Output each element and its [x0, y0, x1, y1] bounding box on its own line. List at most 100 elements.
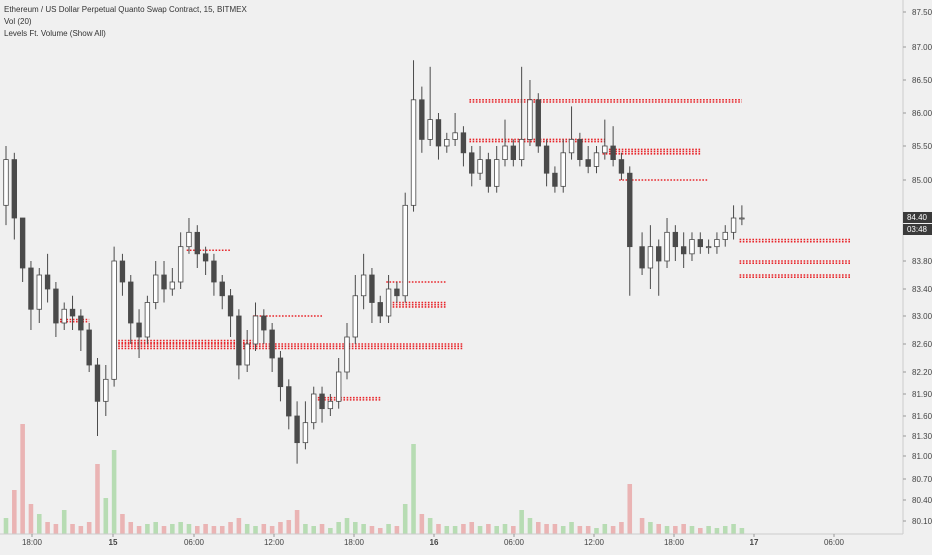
volume-bar — [619, 522, 624, 534]
candle-body — [53, 288, 59, 324]
volume-bar — [639, 518, 645, 534]
candle — [444, 132, 450, 153]
candle — [369, 268, 375, 323]
candle-body — [36, 274, 42, 310]
volume-bar — [419, 514, 425, 534]
candle-body — [335, 371, 342, 402]
candle-body — [111, 260, 117, 380]
volume-bar — [731, 524, 736, 534]
candle — [510, 139, 517, 167]
volume-bar — [286, 520, 292, 534]
candle — [202, 246, 209, 275]
candle-body — [286, 386, 292, 417]
volume-bar — [664, 526, 670, 534]
candle — [78, 309, 84, 351]
volume-bar — [128, 522, 134, 534]
volume-bar — [585, 526, 591, 534]
candle — [502, 119, 508, 167]
candle — [647, 225, 654, 289]
price-tick-label: 80.40 — [912, 496, 932, 505]
volume-bar — [111, 450, 117, 534]
volume-bar — [411, 444, 416, 534]
volume-bar — [402, 504, 408, 534]
candle-body — [460, 132, 467, 154]
candle-body — [236, 315, 242, 366]
candle-body — [502, 145, 508, 161]
candle-body — [153, 274, 159, 303]
candle-body — [510, 145, 517, 161]
candle — [36, 268, 42, 323]
time-tick-label: 15 — [109, 538, 118, 547]
volume-bar — [269, 526, 275, 534]
candle-body — [28, 267, 34, 310]
candle — [722, 225, 728, 247]
candle — [177, 232, 184, 289]
volume-bar — [86, 522, 92, 534]
candle — [3, 146, 9, 226]
volume-bar — [12, 490, 17, 534]
last-price-tag-bg — [903, 212, 932, 223]
time-tick-label: 16 — [430, 538, 439, 547]
volume-bar — [244, 524, 250, 534]
volume-bar — [20, 424, 25, 534]
candle — [19, 217, 26, 282]
candle — [86, 323, 92, 372]
candle-body — [128, 281, 134, 324]
candle — [560, 139, 566, 193]
last-price-tag: 84.40 — [907, 213, 928, 222]
candle-body — [161, 274, 167, 290]
price-tick-label: 83.40 — [912, 285, 932, 294]
volume-bar — [511, 526, 516, 534]
price-tick-label: 80.10 — [912, 517, 932, 526]
candle — [610, 126, 616, 167]
candle-body — [78, 315, 84, 331]
volume-bar — [706, 526, 711, 534]
candle-body — [664, 231, 670, 262]
candle-body — [186, 231, 192, 248]
candle — [344, 323, 350, 380]
volume-bar — [722, 526, 728, 534]
candle-body — [119, 260, 126, 283]
volume-bar — [377, 528, 383, 534]
candle-body — [394, 288, 400, 297]
price-tick-label: 81.30 — [912, 432, 932, 441]
candle — [69, 295, 76, 330]
candle-body — [194, 231, 200, 255]
candle-body — [144, 302, 151, 338]
candle — [261, 309, 267, 344]
candle-body — [169, 281, 176, 290]
candle-body — [577, 138, 583, 160]
candle-body — [327, 400, 334, 410]
time-tick-label: 06:00 — [184, 538, 205, 547]
candle — [568, 106, 575, 160]
candle — [53, 282, 59, 337]
volume-bar — [103, 498, 109, 534]
candle-body — [689, 239, 695, 255]
volume-bar — [560, 526, 566, 534]
candle — [169, 268, 176, 296]
volume-bar — [236, 518, 242, 534]
candle-body — [294, 415, 300, 444]
candle — [460, 126, 467, 167]
volume-bar — [70, 524, 75, 534]
candle — [286, 379, 292, 430]
candle — [469, 146, 475, 187]
candle-body — [377, 302, 383, 317]
volume-bar — [369, 526, 375, 534]
volume-bar — [186, 524, 192, 534]
volume-bar — [228, 522, 233, 534]
volume-bar — [153, 522, 158, 534]
time-axis[interactable]: 18:00 15 06:00 12:00 18:00 16 06:00 12:00 18:00 1… — [22, 534, 845, 547]
price-tick-label: 87.00 — [912, 43, 932, 52]
candle-body — [552, 172, 558, 187]
volume-indicator-label[interactable]: Vol (20) — [4, 17, 32, 26]
volume-bar — [494, 526, 499, 534]
candle-body — [672, 231, 679, 248]
candle — [144, 295, 151, 344]
levels-indicator-label[interactable]: Levels Ft. Volume (Show All) — [4, 29, 106, 38]
candle — [44, 253, 51, 303]
volume-bar — [303, 524, 308, 534]
candle-body — [69, 308, 76, 317]
